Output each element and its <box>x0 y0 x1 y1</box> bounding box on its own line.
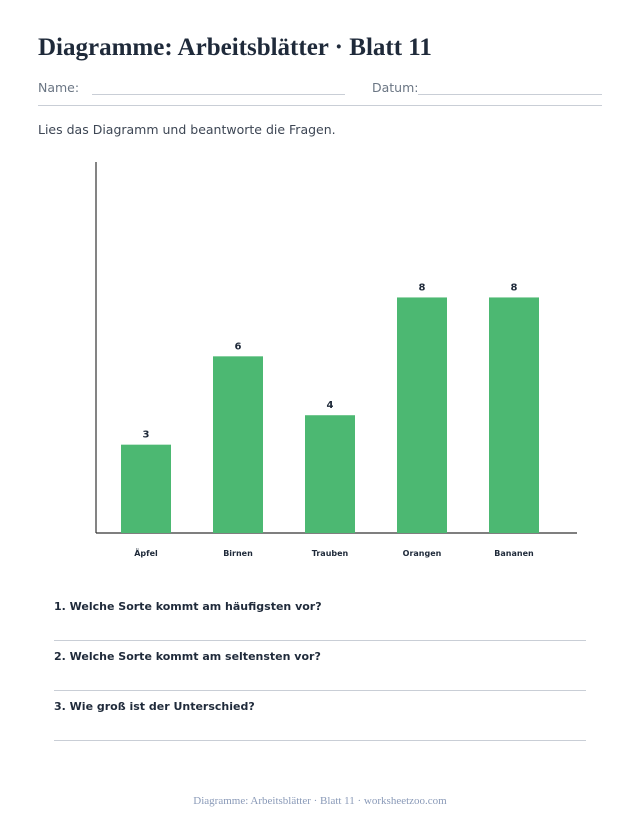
question-item: 1. Welche Sorte kommt am häufigsten vor? <box>54 600 586 650</box>
date-field-line[interactable] <box>418 94 602 95</box>
answer-line[interactable] <box>54 740 586 741</box>
data-label: 6 <box>235 341 242 352</box>
student-info-row: Name: Datum: <box>0 80 640 100</box>
x-tick-label: Bananen <box>494 549 534 558</box>
page-title: Diagramme: Arbeitsblätter · Blatt 11 <box>38 34 432 61</box>
name-field-line[interactable] <box>92 94 345 95</box>
data-label: 3 <box>143 430 150 441</box>
question-list: 1. Welche Sorte kommt am häufigsten vor?… <box>54 600 586 750</box>
question-text: 2. Welche Sorte kommt am seltensten vor? <box>54 650 321 663</box>
name-label: Name: <box>38 80 80 95</box>
question-item: 2. Welche Sorte kommt am seltensten vor? <box>54 650 586 700</box>
x-tick-label: Orangen <box>403 549 442 558</box>
question-text: 1. Welche Sorte kommt am häufigsten vor? <box>54 600 322 613</box>
chart-bar <box>397 297 447 533</box>
bar-chart: 3 Äpfel 6 Birnen 4 Trauben 8 Orangen 8 Bananen <box>95 162 577 558</box>
date-label: Datum: <box>372 80 419 95</box>
x-tick-label: Trauben <box>312 549 349 558</box>
instruction-text: Lies das Diagramm und beantworte die Fra… <box>38 122 336 137</box>
header-divider <box>38 105 602 106</box>
answer-line[interactable] <box>54 690 586 691</box>
x-tick-label: Äpfel <box>134 548 158 558</box>
question-item: 3. Wie groß ist der Unterschied? <box>54 700 586 750</box>
data-label: 4 <box>327 400 334 411</box>
x-tick-label: Birnen <box>223 549 253 558</box>
chart-bar <box>305 415 355 533</box>
data-label: 8 <box>419 282 426 293</box>
chart-bar <box>121 444 171 533</box>
chart-bar <box>489 297 539 533</box>
data-label: 8 <box>511 282 518 293</box>
question-text: 3. Wie groß ist der Unterschied? <box>54 700 255 713</box>
page-footer: Diagramme: Arbeitsblätter · Blatt 11 · w… <box>193 795 447 807</box>
chart-bar <box>213 356 263 533</box>
answer-line[interactable] <box>54 640 586 641</box>
